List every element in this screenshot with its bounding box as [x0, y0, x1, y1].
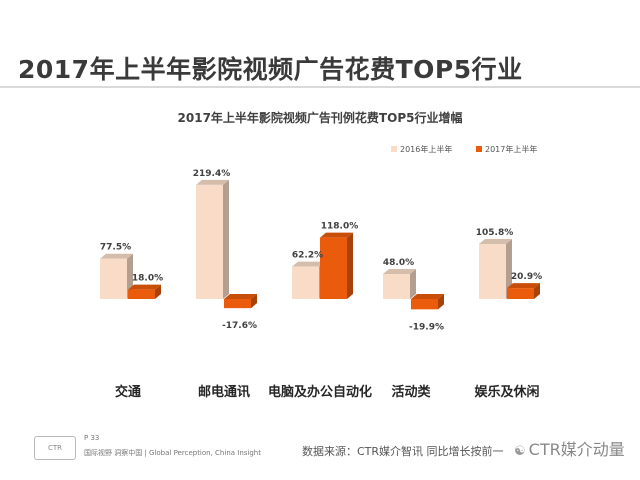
bar-2016-3 [383, 269, 416, 299]
bar-2017-4-front [507, 288, 534, 299]
data-label-2017-3: -19.9% [409, 322, 444, 332]
category-label-0: 交通 [115, 384, 141, 400]
bar-2017-0-top [128, 284, 161, 290]
bar-2016-2-top [292, 261, 325, 267]
category-labels-group: 交通 邮电通讯 电脑及办公自动化 活动类 娱乐及休闲 [115, 384, 540, 400]
bar-2016-2-front [292, 266, 319, 299]
data-label-2016-4: 105.8% [476, 228, 514, 238]
data-label-2017-1: -17.6% [222, 321, 257, 331]
data-source: 数据来源：CTR媒介智讯 同比增长按前一 [302, 445, 504, 458]
bar-2016-4 [479, 238, 512, 299]
bar-2016-3-top [383, 269, 416, 275]
bar-2017-1-front [224, 299, 251, 309]
ctr-badge: CTR [34, 436, 76, 460]
bar-2017-0-side [155, 284, 161, 299]
bar-2017-1-top [224, 294, 257, 299]
bar-2017-0-front [128, 289, 155, 299]
data-label-2017-0: 18.0% [132, 274, 163, 284]
category-label-4: 娱乐及休闲 [474, 384, 539, 400]
bar-2016-0-front [100, 258, 127, 299]
bar-2017-2 [320, 232, 353, 299]
data-label-2016-0: 77.5% [100, 243, 131, 253]
category-label-3: 活动类 [391, 384, 431, 400]
bar-2016-1-top [196, 179, 229, 185]
data-label-2017-4: 20.9% [511, 272, 542, 282]
data-label-2017-2: 118.0% [321, 222, 359, 232]
bar-2016-4-front [479, 243, 506, 299]
legend-swatch-2017 [476, 146, 482, 152]
category-label-1: 邮电通讯 [198, 384, 250, 400]
bar-2016-0 [100, 253, 133, 299]
bar-2016-4-side [506, 238, 512, 299]
category-label-2: 电脑及办公自动化 [268, 384, 372, 400]
bar-2016-0-top [100, 253, 133, 259]
page-number: P 33 [84, 434, 100, 442]
wechat-icon: ☯ [514, 444, 526, 459]
bar-2016-4-top [479, 238, 512, 244]
bar-2017-3-side [438, 294, 444, 310]
bar-2016-1-front [196, 184, 223, 299]
chart-legend: 2016年上半年 2017年上半年 [391, 144, 537, 154]
brand-name: CTR媒介动量 [528, 440, 625, 459]
bar-series-group [100, 179, 540, 310]
chart-title: 2017年上半年影院视频广告刊例花费TOP5行业增幅 [178, 110, 463, 125]
data-label-2016-1: 219.4% [193, 169, 231, 179]
bar-2017-2-front [320, 237, 347, 299]
footer-tagline: 国际视野 洞察中国 | Global Perception, China Ins… [84, 449, 261, 457]
bar-2017-1-side [251, 294, 257, 309]
bar-2017-4 [507, 283, 540, 299]
bar-2016-3-side [410, 269, 416, 299]
bar-2017-3 [411, 294, 444, 310]
legend-label-2016: 2016年上半年 [400, 144, 452, 154]
data-label-2016-2: 62.2% [292, 251, 323, 261]
bar-2017-2-top [320, 232, 353, 238]
title-divider [0, 86, 640, 88]
bar-2016-1 [196, 179, 229, 299]
bar-2017-3-front [411, 299, 438, 310]
data-labels-group: 77.5% 18.0% 219.4% -17.6% 62.2% 118.0% 48.0% -1… [100, 169, 542, 332]
bar-2017-1 [224, 294, 257, 309]
bar-2017-2-side [347, 232, 353, 299]
legend-label-2017: 2017年上半年 [485, 144, 537, 154]
bar-2016-1-side [223, 179, 229, 299]
brand-watermark: ☯ CTR媒介动量 [514, 436, 625, 460]
legend-swatch-2016 [391, 146, 397, 152]
data-label-2016-3: 48.0% [383, 258, 414, 268]
bar-2017-3-top [411, 294, 444, 299]
page-title: 2017年上半年影院视频广告花费TOP5行业 [18, 55, 523, 84]
bar-2017-4-top [507, 283, 540, 289]
bar-2017-4-side [534, 283, 540, 299]
bar-2016-3-front [383, 274, 410, 299]
bar-2017-0 [128, 284, 161, 299]
